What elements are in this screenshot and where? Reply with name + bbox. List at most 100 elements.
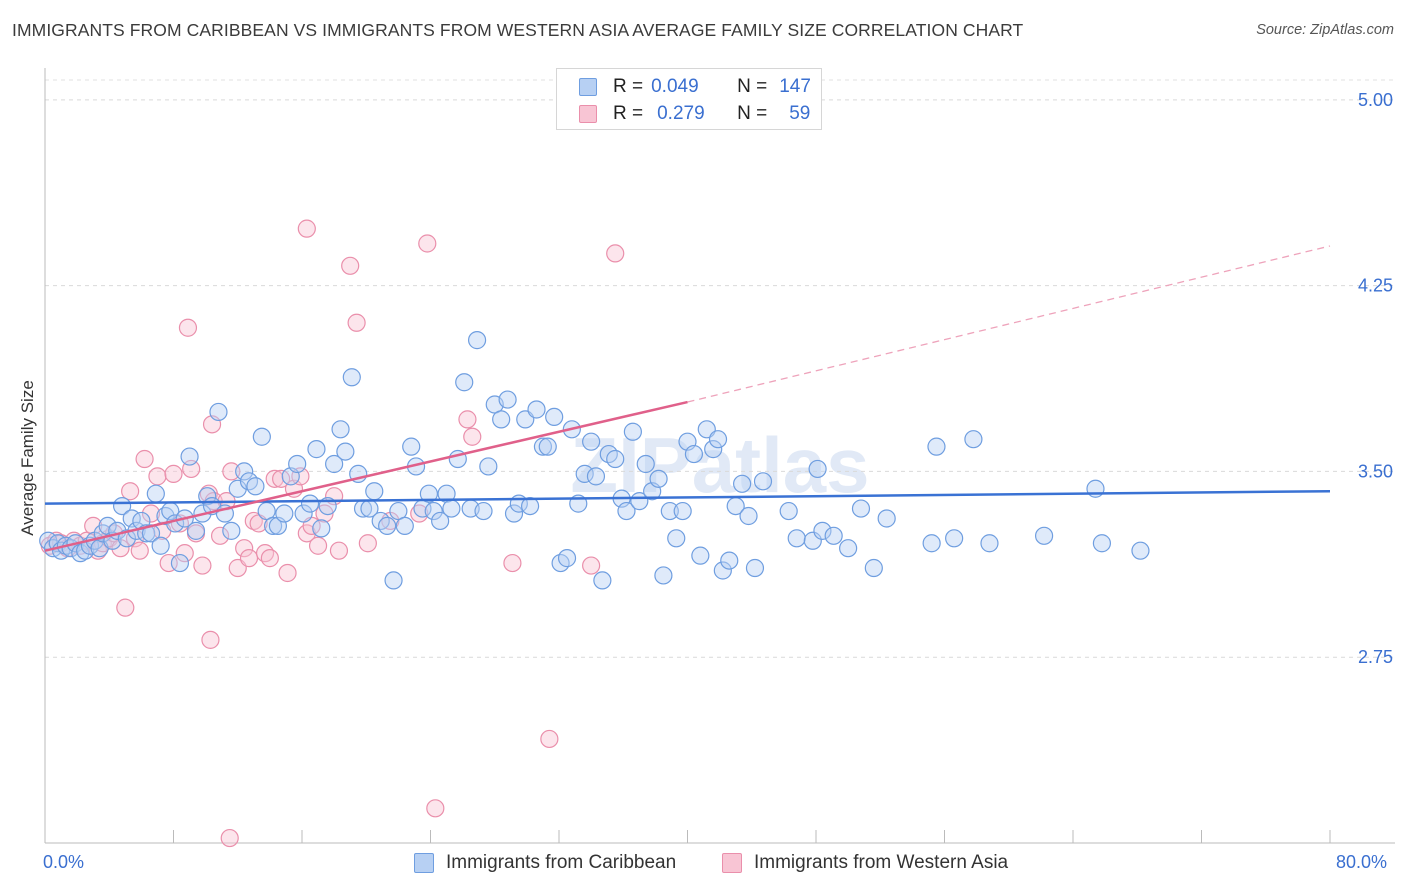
- data-point: [365, 482, 384, 501]
- data-point: [504, 504, 524, 523]
- r-label: R =: [613, 103, 644, 124]
- data-point: [402, 437, 421, 456]
- data-point: [151, 536, 170, 555]
- data-point: [300, 494, 320, 513]
- data-point: [121, 482, 140, 501]
- data-point: [84, 516, 103, 536]
- data-point: [877, 509, 896, 528]
- data-point: [779, 501, 798, 521]
- data-point: [175, 544, 194, 563]
- legend-swatch-blue: [414, 853, 434, 873]
- data-point: [503, 553, 522, 573]
- data-point: [753, 472, 773, 491]
- data-point: [617, 501, 636, 521]
- data-point: [424, 501, 443, 521]
- data-point: [606, 449, 625, 469]
- data-point: [839, 539, 858, 558]
- data-point: [964, 430, 983, 449]
- data-point: [117, 529, 137, 548]
- data-point: [745, 558, 765, 578]
- data-point: [1092, 534, 1112, 553]
- data-point: [358, 534, 377, 553]
- data-point: [220, 828, 239, 848]
- data-point: [922, 534, 941, 553]
- y-tick-label: 5.00: [1358, 90, 1393, 110]
- data-point: [582, 432, 601, 451]
- n-value: 59: [789, 103, 811, 124]
- legend-label: Immigrants from Western Asia: [754, 852, 1009, 873]
- correlation-legend: R = 0.049 N = 147 R = 0.279 N = 59: [556, 68, 822, 130]
- data-point: [431, 511, 450, 531]
- data-point: [235, 539, 254, 558]
- data-point: [442, 499, 461, 518]
- data-point: [808, 459, 827, 479]
- data-point: [540, 729, 559, 749]
- n-label: N =: [737, 103, 768, 124]
- data-point: [582, 556, 601, 575]
- data-point: [260, 549, 279, 568]
- data-point: [384, 571, 403, 590]
- legend-item-western-asia: Immigrants from Western Asia: [722, 851, 1008, 875]
- data-point: [180, 447, 199, 466]
- data-point: [325, 454, 344, 474]
- trend-line-western-asia: [44, 400, 688, 552]
- data-point: [178, 318, 198, 337]
- y-axis-label: Average Family Size: [18, 380, 37, 536]
- data-point: [458, 410, 477, 429]
- trend-extension-western-asia: [687, 245, 1331, 403]
- data-point: [222, 521, 241, 540]
- data-point: [803, 531, 822, 550]
- data-point: [331, 420, 350, 439]
- data-point: [71, 544, 90, 563]
- x-min-label: 0.0%: [43, 852, 85, 872]
- data-point: [851, 499, 871, 518]
- data-point: [575, 464, 594, 483]
- data-point: [275, 504, 294, 523]
- data-point: [198, 487, 217, 506]
- data-point: [733, 474, 752, 493]
- data-point: [252, 427, 271, 446]
- data-point: [1034, 526, 1054, 545]
- data-point: [210, 526, 230, 545]
- data-point: [288, 454, 307, 474]
- data-point: [329, 541, 349, 560]
- data-point: [308, 536, 328, 555]
- source-label: Source: ZipAtlas.com: [1256, 22, 1394, 38]
- data-point: [307, 440, 326, 459]
- data-point: [418, 234, 437, 253]
- data-point: [141, 524, 161, 543]
- data-point: [636, 454, 655, 474]
- data-point: [492, 410, 511, 429]
- data-point: [135, 449, 154, 469]
- data-point: [378, 516, 397, 536]
- data-point: [164, 464, 183, 483]
- data-point: [864, 558, 883, 578]
- data-point: [813, 521, 832, 540]
- data-point: [347, 313, 366, 332]
- data-point: [684, 444, 704, 464]
- axes: [44, 68, 1395, 844]
- data-point: [209, 402, 228, 422]
- data-point: [980, 534, 999, 553]
- data-point: [297, 219, 316, 238]
- data-point: [463, 427, 482, 446]
- data-point: [342, 368, 361, 387]
- data-point: [419, 484, 438, 503]
- data-point: [739, 506, 758, 526]
- data-point: [146, 484, 165, 503]
- data-point: [667, 529, 686, 548]
- r-label: R =: [613, 76, 644, 97]
- n-value: 147: [779, 76, 811, 97]
- data-point: [927, 437, 946, 456]
- x-max-label: 80.0%: [1336, 852, 1388, 872]
- data-point: [474, 501, 493, 521]
- data-point: [426, 799, 445, 818]
- data-point: [228, 479, 247, 498]
- data-point: [141, 504, 161, 523]
- y-tick-label: 4.25: [1358, 276, 1393, 296]
- r-value: 0.049: [651, 76, 699, 97]
- data-point: [520, 496, 540, 516]
- legend-item-caribbean: Immigrants from Caribbean: [414, 851, 676, 875]
- data-point: [244, 511, 263, 531]
- data-point: [278, 563, 297, 583]
